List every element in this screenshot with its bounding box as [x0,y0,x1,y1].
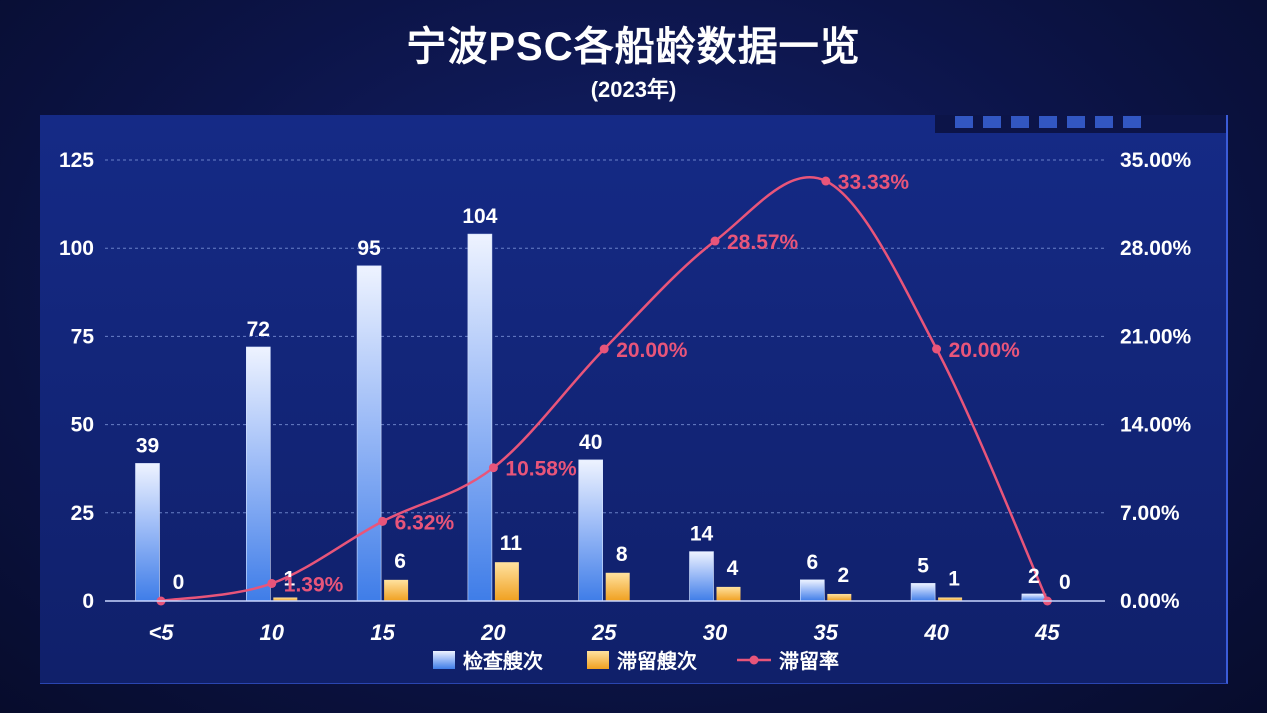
bar-inspections-label: 2 [1028,565,1040,588]
bar-inspections [578,459,604,602]
line-detention-rate [160,175,1049,603]
bar-detentions [938,597,963,601]
x-tick-label: 25 [591,620,617,645]
decoration-block [1123,116,1141,128]
x-tick-label: 45 [1034,620,1060,645]
x-tick-label: 40 [923,620,949,645]
y-right-tick-label: 14.00% [1120,414,1192,437]
bar-detentions [494,562,519,601]
y-right-tick-label: 35.00% [1120,149,1192,172]
decoration-block [1095,116,1113,128]
bar-detentions-label: 0 [1059,571,1071,594]
y-right-tick-label: 28.00% [1120,237,1192,260]
y-right-tick-label: 7.00% [1120,502,1180,525]
x-tick-label: 20 [480,620,506,645]
bar-detentions-label: 6 [394,550,406,573]
grid-layer [105,159,1105,514]
bar-detentions [827,593,852,601]
line-point-detention-rate [710,236,720,246]
legend-swatch-detentions [587,651,609,669]
bar-inspections-label: 72 [247,318,270,341]
bar-detentions-label: 8 [616,543,628,566]
decoration-block [1011,116,1029,128]
y-left-tick-label: 75 [71,325,95,348]
bar-detentions [605,572,630,601]
y-left-tick-label: 0 [82,590,94,613]
bar-inspections [356,265,382,602]
line-detention-rate-label: 28.57% [727,231,799,254]
bar-inspections-label: 6 [806,551,818,574]
x-tick-label: 30 [703,620,728,645]
bar-detentions-label: 1 [283,567,295,590]
legend-label-detentions: 滞留艘次 [617,649,697,673]
bar-inspections-label: 5 [917,554,929,577]
bar-detentions [384,579,409,601]
line-point-detention-rate [821,176,831,186]
line-detention-rate-label: 10.58% [505,458,577,481]
x-tick-label: 15 [370,620,395,645]
line-point-detention-rate [599,344,609,354]
y-left-tick-label: 50 [71,414,94,437]
decoration-block [955,116,973,128]
y-right-tick-label: 21.00% [1120,325,1192,348]
legend-label-inspections: 检查艘次 [463,649,543,673]
chart-subtitle: (2023年) [590,77,677,102]
y-right-tick-label: 0.00% [1120,590,1180,613]
bar-inspections-label: 95 [357,237,381,260]
decoration-block [983,116,1001,128]
legend-swatch-inspections [433,651,455,669]
decoration-block [1067,116,1085,128]
bar-detentions-label: 0 [173,571,185,594]
bar-inspections [135,463,160,602]
legend-layer: 检查艘次 滞留艘次 滞留率 [433,649,839,673]
bar-inspections [910,583,936,602]
chart-title: 宁波PSC各船龄数据一览 [406,25,861,69]
bar-detentions-label: 2 [837,564,849,587]
bar-detentions [716,586,741,601]
bar-inspections [689,551,714,602]
line-detention-rate-label: 20.00% [616,339,688,362]
bar-inspections-label: 14 [690,523,714,546]
bar-inspections [1021,593,1047,602]
line-detention-rate-label: 33.33% [838,171,910,194]
legend-label-rate: 滞留率 [779,649,839,673]
bar-inspections [467,233,493,602]
bar-layer [135,233,1047,602]
legend-swatch-rate-point [749,655,759,665]
x-tick-label: <5 [148,620,174,645]
axis-layer: 0 0.00%25 7.00%50 14.00%75 21.00%100 28.00%12… [59,149,1192,645]
line-point-detention-rate [488,463,498,473]
line-detention-rate-label: 6.32% [395,511,455,534]
line-point-detention-rate [378,516,388,526]
bar-inspections-label: 40 [579,431,602,454]
bar-inspections-label: 39 [136,434,159,457]
bar-detentions-label: 4 [727,557,739,580]
y-left-tick-label: 125 [59,149,94,172]
y-left-tick-label: 25 [71,502,95,525]
decoration-block [1039,116,1057,128]
line-detention-rate-label: 20.00% [949,339,1021,362]
line-layer [156,175,1052,606]
bar-detentions-label: 1 [948,567,960,590]
bar-inspections-label: 104 [462,205,497,228]
line-point-detention-rate [932,344,942,354]
x-tick-label: 35 [814,620,839,645]
bar-detentions-label: 11 [500,532,523,555]
line-detention-rate-label: 1.39% [284,573,344,596]
chart-panel [40,115,1228,684]
line-point-detention-rate [267,578,277,588]
bar-inspections [246,346,271,602]
x-tick-label: 10 [260,620,285,645]
bar-detentions [273,597,298,601]
y-left-tick-label: 100 [59,237,94,260]
bar-inspections [799,579,825,602]
